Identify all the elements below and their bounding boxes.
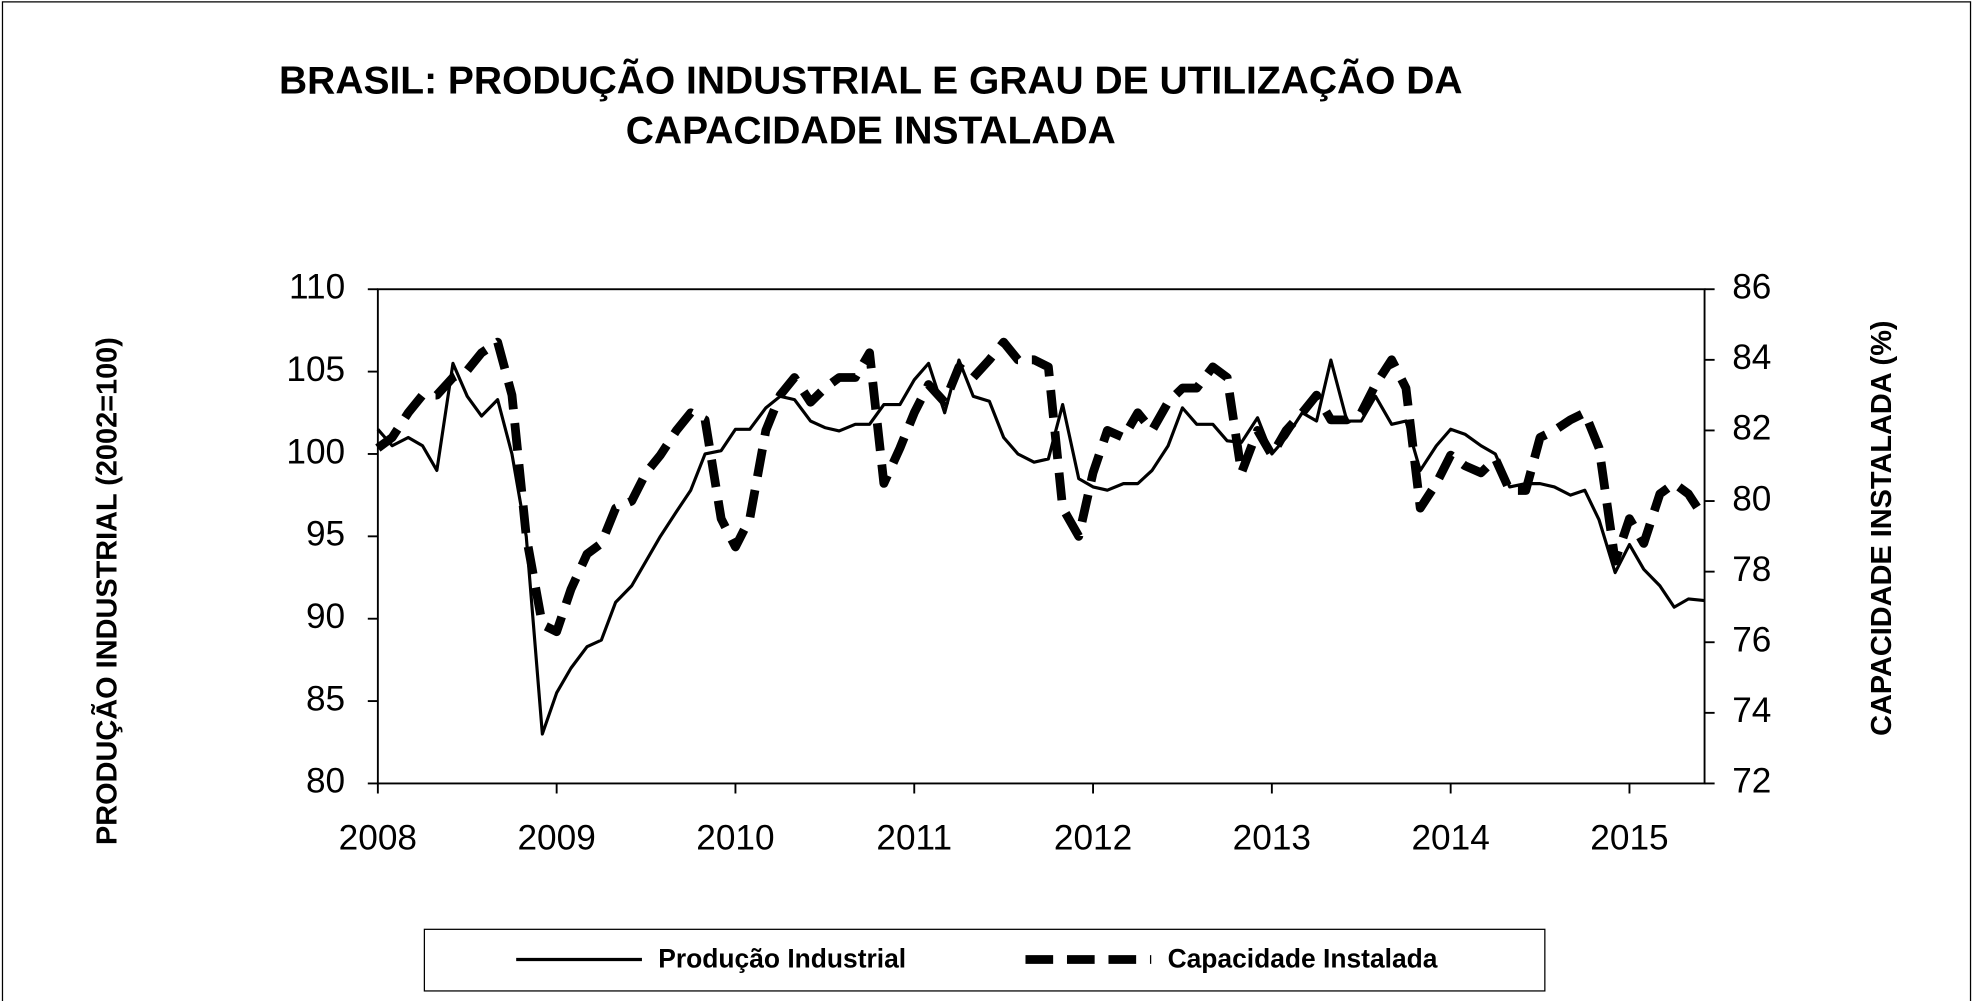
y-tick-label: 95 [306,515,345,554]
y2-tick-label: 82 [1732,409,1771,448]
legend-label: Capacidade Instalada [1168,944,1438,974]
y-tick-label: 100 [286,432,345,471]
y-tick-label: 90 [306,597,345,636]
y2-tick-label: 72 [1732,762,1771,801]
x-tick-label: 2010 [696,818,774,857]
y2-tick-label: 84 [1732,338,1771,377]
y-axis-title: PRODUÇÃO INDUSTRIAL (2002=100) [89,337,123,845]
x-tick-label: 2012 [1054,818,1132,857]
y-tick-label: 105 [286,350,345,389]
series-line [375,337,1709,637]
y-tick-label: 110 [289,268,345,307]
x-tick-label: 2011 [876,818,952,857]
chart-title: BRASIL: PRODUÇÃO INDUSTRIAL E GRAU DE UT… [279,58,1463,102]
x-tick-label: 2015 [1590,818,1668,857]
y2-tick-label: 80 [1732,479,1771,518]
x-tick-label: 2013 [1233,818,1311,857]
y2-axis-title: CAPACIDADE INSTALADA (%) [1866,320,1898,735]
y2-tick-label: 78 [1732,550,1771,589]
y2-tick-label: 74 [1732,691,1771,730]
x-tick-label: 2009 [517,818,595,857]
y2-tick-label: 86 [1732,268,1771,307]
y2-tick-label: 76 [1732,621,1771,660]
x-tick-label: 2014 [1411,818,1489,857]
series-line [376,358,1705,736]
legend-label: Produção Industrial [658,944,906,974]
x-tick-label: 2008 [339,818,417,857]
y-tick-label: 85 [306,679,345,718]
chart-title: CAPACIDADE INSTALADA [626,110,1116,153]
y-tick-label: 80 [306,762,345,801]
